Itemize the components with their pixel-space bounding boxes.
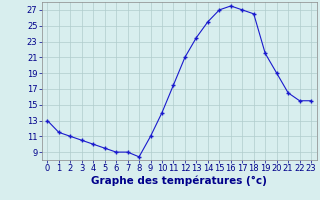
X-axis label: Graphe des températures (°c): Graphe des températures (°c) (91, 176, 267, 186)
